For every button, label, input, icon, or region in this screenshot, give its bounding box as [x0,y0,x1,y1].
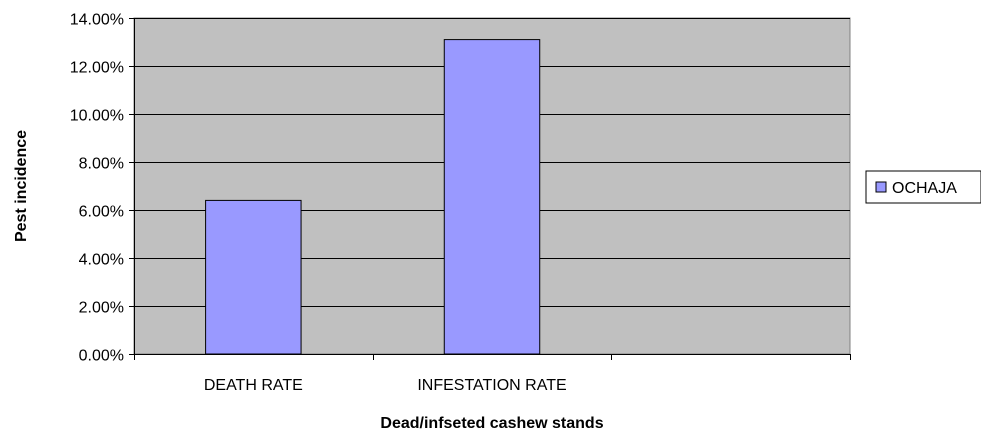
y-tick-label: 0.00% [79,348,124,365]
y-tick-label: 6.00% [79,204,124,221]
y-tick-label: 4.00% [79,252,124,269]
y-axis-title: Pest incidence [13,130,30,242]
y-tick-label: 8.00% [79,156,124,173]
y-tick-label: 14.00% [70,12,124,29]
axes [129,18,851,360]
x-tick-label: INFESTATION RATE [417,377,566,394]
y-tick-labels: 0.00% 2.00% 4.00% 6.00% 8.00% 10.00% 12.00% 14.… [70,12,124,365]
legend-label: OCHAJA [892,180,957,197]
x-axis-title: Dead/infseted cashew stands [380,415,603,432]
x-tick-labels: DEATH RATE INFESTATION RATE [204,377,567,394]
y-tick-label: 12.00% [70,60,124,77]
legend-swatch [875,181,887,193]
bars [205,39,541,355]
x-tick-label: DEATH RATE [204,377,303,394]
y-tick-label: 2.00% [79,300,124,317]
y-tick-label: 10.00% [70,108,124,125]
bar [205,199,302,355]
bar [443,39,541,355]
legend: OCHAJA [865,170,981,204]
